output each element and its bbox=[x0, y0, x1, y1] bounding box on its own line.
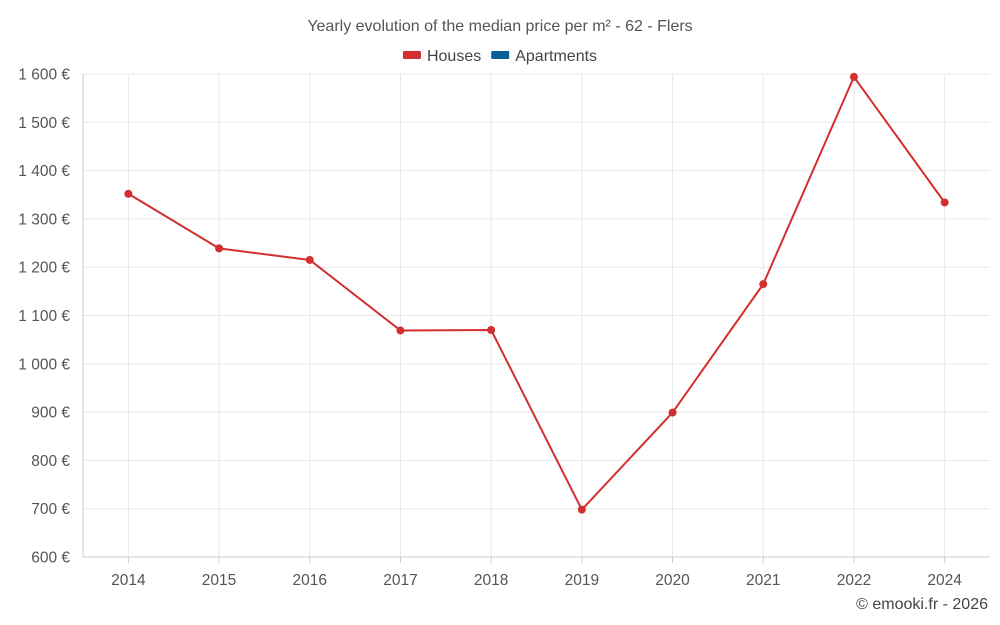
x-tick-label: 2015 bbox=[202, 572, 236, 589]
y-tick-label: 1 400 € bbox=[18, 163, 70, 180]
chart-title: Yearly evolution of the median price per… bbox=[307, 18, 692, 35]
data-point[interactable] bbox=[305, 255, 314, 264]
x-tick-label: 2019 bbox=[565, 572, 599, 589]
data-point[interactable] bbox=[849, 72, 858, 81]
x-tick-label: 2022 bbox=[837, 572, 871, 589]
series-layer bbox=[124, 72, 949, 514]
y-tick-label: 800 € bbox=[31, 453, 70, 470]
x-tick-label: 2014 bbox=[111, 572, 146, 589]
data-point[interactable] bbox=[940, 198, 949, 207]
data-point[interactable] bbox=[396, 326, 405, 335]
data-point[interactable] bbox=[215, 244, 224, 253]
legend-label: Apartments bbox=[515, 48, 597, 65]
series-line-houses bbox=[127, 75, 946, 511]
legend-item-houses[interactable]: Houses bbox=[402, 48, 481, 65]
data-point[interactable] bbox=[124, 189, 133, 198]
data-point[interactable] bbox=[487, 325, 496, 334]
credit-text: © emooki.fr - 2026 bbox=[856, 596, 988, 613]
x-tick-label: 2018 bbox=[474, 572, 508, 589]
legend: Houses Apartments bbox=[402, 48, 597, 65]
data-point[interactable] bbox=[577, 505, 586, 514]
axes: 600 € 700 € 800 € 900 € 1 000 € 1 100 € 1 200 … bbox=[18, 67, 990, 589]
x-tick-label: 2021 bbox=[746, 572, 780, 589]
y-tick-label: 1 100 € bbox=[18, 308, 70, 325]
gridlines bbox=[83, 73, 990, 558]
legend-item-apartments[interactable]: Apartments bbox=[491, 48, 597, 65]
data-point[interactable] bbox=[668, 408, 677, 417]
y-tick-label: 1 300 € bbox=[18, 211, 70, 228]
y-tick-label: 1 000 € bbox=[18, 356, 70, 373]
legend-swatch bbox=[491, 51, 510, 59]
data-point[interactable] bbox=[759, 280, 768, 289]
y-tick-label: 900 € bbox=[31, 405, 70, 422]
legend-swatch bbox=[402, 51, 421, 59]
y-tick-label: 1 500 € bbox=[18, 115, 70, 132]
y-tick-label: 1 600 € bbox=[18, 67, 70, 84]
y-tick-label: 700 € bbox=[31, 501, 70, 518]
y-tick-label: 1 200 € bbox=[18, 260, 70, 277]
y-tick-label: 600 € bbox=[31, 550, 70, 567]
x-tick-label: 2020 bbox=[655, 572, 690, 589]
x-tick-label: 2016 bbox=[293, 572, 327, 589]
x-tick-label: 2017 bbox=[383, 572, 417, 589]
legend-label: Houses bbox=[427, 48, 481, 65]
x-tick-label: 2024 bbox=[927, 572, 962, 589]
